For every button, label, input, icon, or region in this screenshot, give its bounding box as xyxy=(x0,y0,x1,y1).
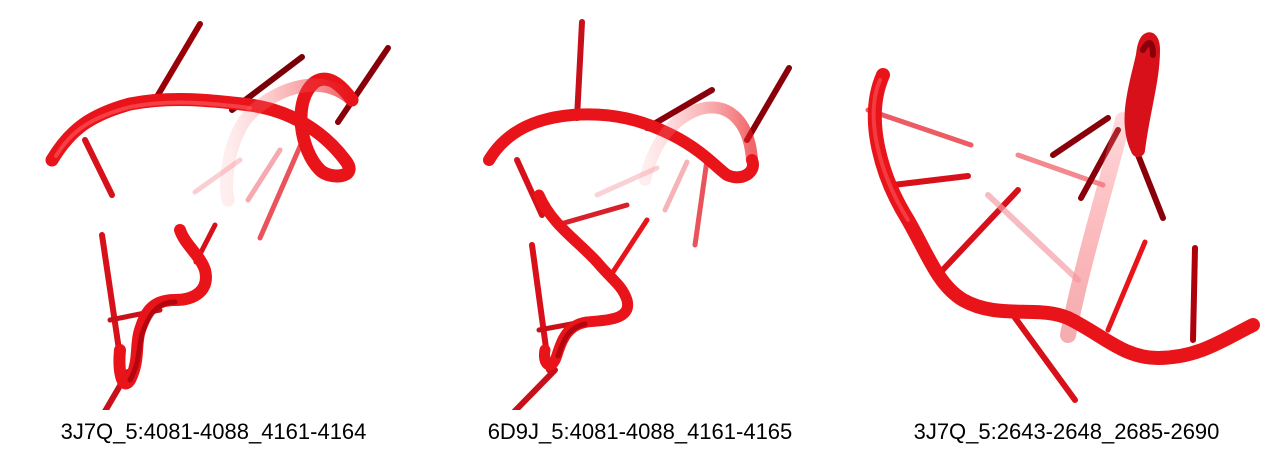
base-stick xyxy=(610,217,650,275)
rna-structure-panel-3: 3J7Q_5:2643-2648_2685-2690 xyxy=(853,0,1280,460)
rna-structure-panel-1: 3J7Q_5:4081-4088_4161-4164 xyxy=(0,0,427,460)
base-stick xyxy=(662,159,690,213)
base-stick xyxy=(1135,152,1166,221)
rna-structure-image-3 xyxy=(865,32,1260,403)
base-stick xyxy=(245,147,283,203)
backbone-highlight xyxy=(54,100,252,158)
backbone-highlight xyxy=(871,78,910,222)
base-stick xyxy=(1105,239,1148,333)
rna-structure-panel-2: 6D9J_5:4081-4088_4161-4165 xyxy=(427,0,853,460)
base-stick xyxy=(985,192,1081,283)
backbone-tube xyxy=(1124,32,1160,157)
structure-caption: 3J7Q_5:2643-2648_2685-2690 xyxy=(913,419,1220,444)
backbone-tube xyxy=(113,224,212,390)
backbone-shadow xyxy=(555,321,588,359)
base-stick xyxy=(335,45,391,125)
structure-caption: 3J7Q_5:4081-4088_4161-4164 xyxy=(60,419,367,444)
rna-structure-image-2 xyxy=(483,19,792,410)
base-stick xyxy=(511,367,558,410)
base-stick xyxy=(692,157,710,248)
backbone-tube xyxy=(533,189,634,371)
base-stick xyxy=(865,107,974,148)
backbone-shadow xyxy=(1140,40,1156,58)
rna-structure-image-1 xyxy=(45,21,391,410)
base-stick xyxy=(514,157,545,218)
base-stick xyxy=(1050,115,1111,158)
backbone-faded-tube xyxy=(639,101,758,186)
structure-caption: 6D9J_5:4081-4088_4161-4165 xyxy=(487,419,793,444)
base-stick xyxy=(744,65,792,143)
base-stick xyxy=(554,202,630,228)
base-stick xyxy=(935,187,1021,278)
base-stick xyxy=(1190,245,1198,343)
backbone-tube xyxy=(483,108,759,184)
base-stick xyxy=(1010,312,1078,403)
backbone-faded-tube xyxy=(1060,112,1131,343)
base-stick xyxy=(257,132,308,241)
base-stick xyxy=(644,87,715,131)
base-stick xyxy=(152,21,203,103)
base-stick xyxy=(574,19,585,121)
backbone-faded-tube xyxy=(220,78,359,207)
base-stick xyxy=(82,137,115,198)
backbone-shadow xyxy=(127,299,178,383)
base-stick xyxy=(890,173,971,188)
